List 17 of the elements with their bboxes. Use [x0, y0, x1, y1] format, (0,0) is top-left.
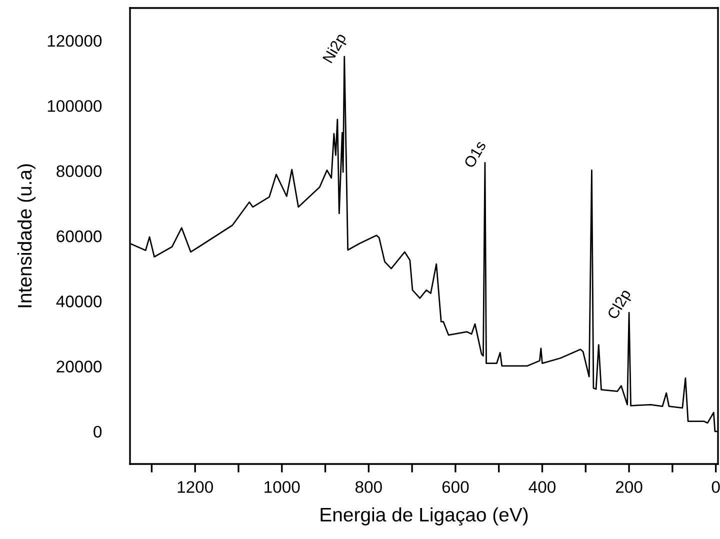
x-axis-title: Energia de Ligaçao (eV) — [320, 507, 528, 526]
y-tick-label: 0 — [94, 426, 102, 438]
x-tick-label: 600 — [442, 481, 469, 493]
y-axis-title: Intensidade (u.a) — [17, 164, 36, 308]
y-tick-label: 60000 — [56, 230, 102, 242]
y-tick-label: 100000 — [48, 100, 102, 112]
x-tick-label: 800 — [355, 481, 382, 493]
y-tick-label: 120000 — [48, 34, 102, 47]
y-tick-label: 20000 — [56, 360, 102, 372]
x-tick-label: 1200 — [178, 481, 213, 493]
annotation: O1s — [464, 140, 486, 169]
y-tick-label: 40000 — [56, 296, 102, 308]
x-tick-label: 1000 — [264, 481, 300, 493]
x-tick-label: 200 — [616, 481, 642, 493]
y-tick-label: 80000 — [56, 165, 102, 178]
x-tick-label: 0 — [712, 481, 720, 493]
x-tick-label: 400 — [528, 481, 556, 493]
